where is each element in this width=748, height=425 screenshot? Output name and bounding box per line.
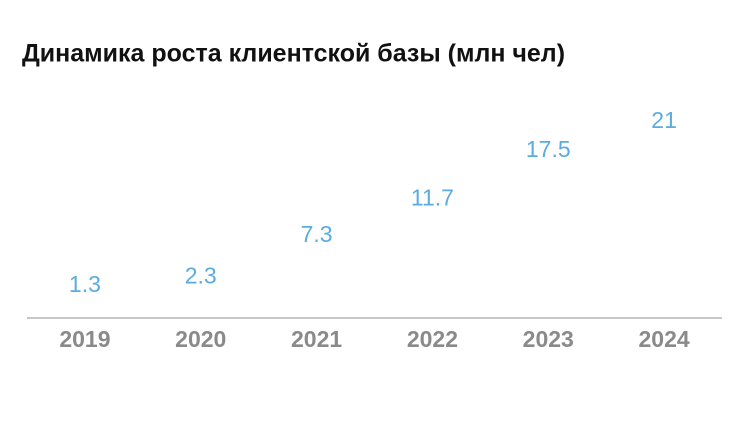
x-tick-label: 2021 [291, 326, 342, 352]
data-label: 2.3 [185, 263, 217, 289]
x-tick-label: 2020 [175, 326, 226, 352]
x-tick-label: 2019 [59, 326, 110, 352]
x-tick-label: 2023 [523, 326, 574, 352]
data-label: 7.3 [301, 221, 333, 247]
x-tick-label: 2024 [638, 326, 689, 352]
data-label: 17.5 [526, 136, 571, 162]
data-label: 1.3 [69, 271, 101, 297]
data-label: 21 [651, 107, 677, 133]
data-label: 11.7 [411, 184, 454, 210]
chart-title: Динамика роста клиентской базы (млн чел) [22, 40, 565, 68]
x-tick-label: 2022 [407, 326, 458, 352]
